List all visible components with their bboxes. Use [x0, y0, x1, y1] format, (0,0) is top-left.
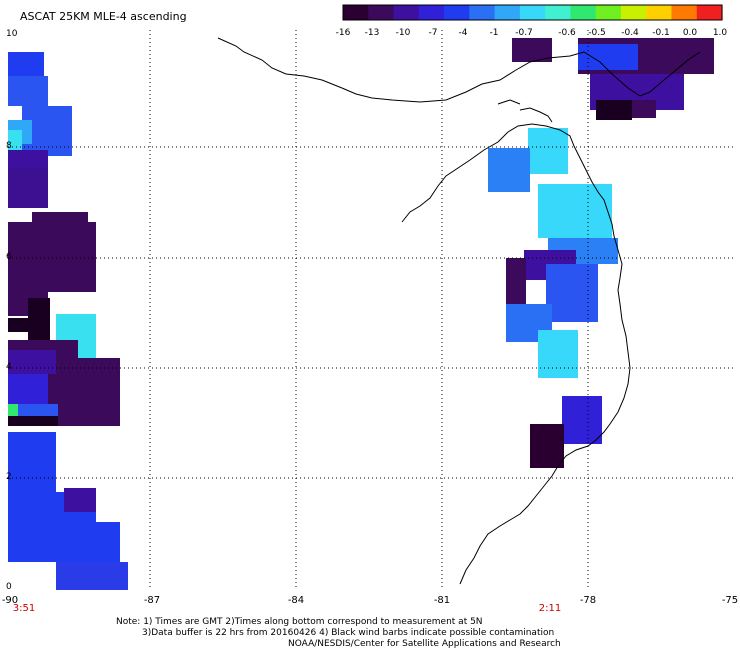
color-bar: -16 -13 -10 -7 -4 -1 -0.7 -0.6 -0.5 -0.4…	[336, 4, 728, 38]
colorbar-swatch	[494, 5, 521, 20]
colorbar-swatch	[418, 5, 445, 20]
colorbar-tick: -0.6	[558, 28, 576, 38]
time-label-left: 3:51	[13, 603, 35, 614]
colorbar-tick: -0.7	[515, 28, 533, 38]
note-line-3: NOAA/NESDIS/Center for Satellite Applica…	[288, 639, 561, 649]
colorbar-swatch	[646, 5, 673, 20]
colorbar-tick: -16	[336, 28, 351, 38]
colorbar-swatch	[368, 5, 395, 20]
note-line-2: 3)Data buffer is 22 hrs from 20160426 4)…	[142, 628, 554, 638]
time-label-right: 2:11	[539, 603, 561, 614]
colorbar-swatch	[393, 5, 420, 20]
colorbar-tick: -4	[459, 28, 468, 38]
colorbar-tick: -7	[429, 28, 438, 38]
colorbar-swatch	[545, 5, 571, 20]
colorbar-swatch	[519, 5, 546, 20]
note-line-1: Note: 1) Times are GMT 2)Times along bot…	[116, 617, 483, 627]
x-tick: -84	[288, 595, 304, 606]
y-tick: 4	[6, 362, 12, 372]
graticule	[8, 30, 736, 590]
colorbar-swatch	[620, 5, 647, 20]
y-tick: 10	[6, 29, 18, 39]
colorbar-tick: 0.0	[683, 28, 698, 38]
colorbar-swatch	[696, 5, 723, 20]
colorbar-tick: -0.1	[652, 28, 670, 38]
colorbar-swatch	[570, 5, 597, 20]
colorbar-tick: -0.5	[588, 28, 606, 38]
wind-data-cells	[8, 38, 714, 590]
colorbar-swatch	[595, 5, 622, 20]
x-tick: -81	[434, 595, 450, 606]
y-tick: 2	[6, 472, 12, 482]
map-title: ASCAT 25KM MLE-4 ascending	[20, 10, 187, 23]
colorbar-tick: -0.4	[621, 28, 639, 38]
y-tick: 8	[6, 141, 12, 151]
colorbar-tick: -1	[490, 28, 499, 38]
colorbar-tick: -10	[396, 28, 411, 38]
colorbar-swatch	[444, 5, 470, 20]
colorbar-tick: 1.0	[713, 28, 728, 38]
x-tick: -90	[2, 595, 18, 606]
colorbar-swatch	[343, 5, 369, 20]
y-tick: 0	[6, 582, 12, 592]
colorbar-swatch	[671, 5, 698, 20]
x-tick: -78	[580, 595, 596, 606]
y-tick: 6	[6, 252, 12, 262]
x-tick: -75	[722, 595, 738, 606]
colorbar-tick: -13	[365, 28, 380, 38]
colorbar-swatch	[469, 5, 496, 20]
coastline	[217, 37, 701, 585]
x-tick: -87	[144, 595, 160, 606]
